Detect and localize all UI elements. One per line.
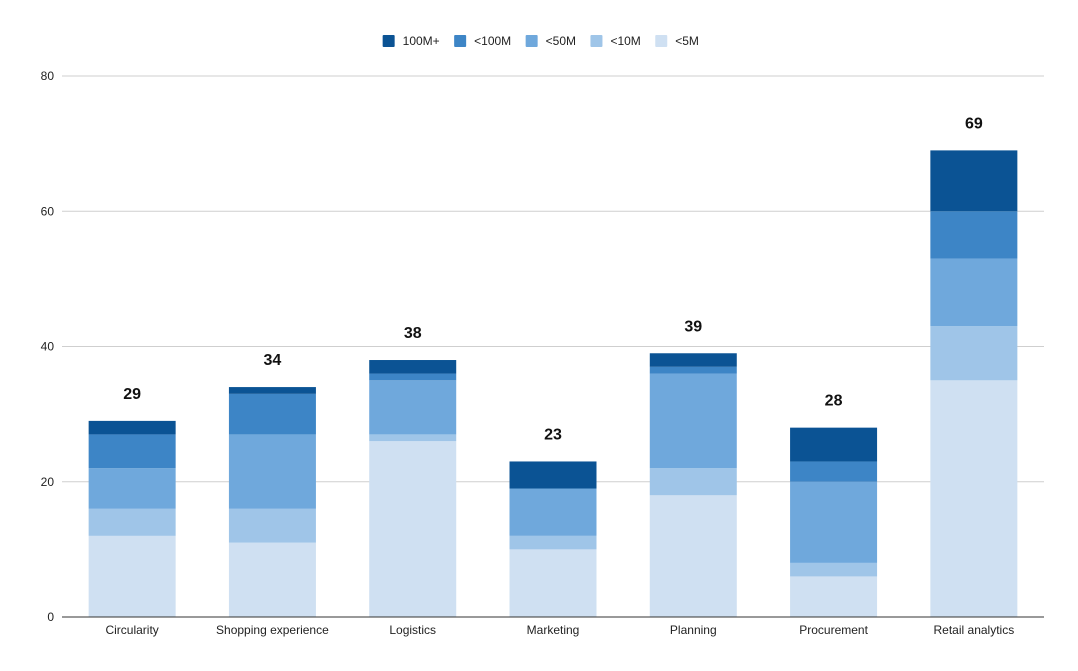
legend-swatch (525, 35, 538, 47)
y-tick-label: 80 (41, 69, 55, 83)
bar-segment (790, 461, 878, 482)
bar-segment (790, 576, 878, 617)
x-tick-label: Logistics (389, 623, 436, 637)
bar-segment (509, 488, 597, 536)
y-tick-label: 40 (41, 340, 55, 354)
bar-segment (790, 481, 878, 563)
bar-segment (649, 495, 737, 617)
legend-swatch (590, 35, 603, 47)
x-tick-label: Planning (670, 623, 717, 637)
bar-segment (228, 434, 316, 509)
legend-label: <10M (610, 34, 640, 48)
bar-segment (649, 366, 737, 374)
bar-total-label: 39 (684, 318, 702, 335)
bar-segment (649, 353, 737, 367)
legend: 100M+ <100M <50M <10M <5M (382, 34, 699, 48)
bar-segment (369, 441, 457, 617)
y-tick-label: 60 (41, 204, 55, 218)
legend-swatch (655, 35, 668, 47)
bar-segment (369, 373, 457, 381)
x-tick-label: Circularity (105, 623, 158, 637)
bar-segment (930, 211, 1018, 259)
y-tick-label: 0 (47, 610, 54, 624)
bar-segment (649, 468, 737, 496)
bar-total-label: 34 (264, 352, 282, 369)
bar-segment (228, 387, 316, 394)
bar-total-labels: 29 34 38 23 39 28 69 (123, 115, 983, 443)
bar-total-label: 23 (544, 426, 562, 443)
bar-segment (369, 360, 457, 374)
bar-segment (369, 380, 457, 435)
legend-label: <100M (474, 34, 511, 48)
bar-segment (228, 393, 316, 435)
legend-swatch (382, 35, 395, 47)
bar-segment (790, 427, 878, 462)
bar-segment (930, 258, 1018, 327)
bar-segment (88, 468, 176, 509)
bar-total-label: 28 (825, 393, 843, 410)
x-axis-ticks: Circularity Shopping experience Logistics M… (105, 623, 1014, 637)
gridlines (62, 75, 1044, 483)
bar-segment (930, 150, 1018, 212)
bar-segment (509, 461, 597, 489)
bar-total-label: 29 (123, 386, 141, 403)
bar-total-label: 69 (965, 115, 983, 132)
bar-segment (88, 535, 176, 617)
bar-segment (649, 373, 737, 469)
x-tick-label: Shopping experience (216, 623, 329, 637)
x-tick-label: Retail analytics (934, 623, 1015, 637)
bar-segment (930, 380, 1018, 617)
bar-segment (509, 535, 597, 550)
legend-label: 100M+ (403, 34, 440, 48)
x-tick-label: Procurement (799, 623, 868, 637)
bar-segment (228, 508, 316, 543)
legend-label: <5M (675, 34, 699, 48)
bar-stacks (88, 150, 1018, 617)
y-tick-label: 20 (41, 475, 55, 489)
bar-segment (228, 542, 316, 617)
bar-total-label: 38 (404, 325, 422, 342)
bar-segment (369, 434, 457, 442)
bar-segment (88, 420, 176, 435)
bar-segment (88, 508, 176, 536)
bar-segment (509, 549, 597, 617)
legend-label: <50M (546, 34, 576, 48)
legend-swatch (454, 35, 467, 47)
y-axis-ticks: 0 20 40 60 80 (41, 69, 55, 624)
bar-segment (88, 434, 176, 469)
x-tick-label: Marketing (527, 623, 580, 637)
bar-segment (790, 562, 878, 577)
bar-segment (930, 326, 1018, 381)
